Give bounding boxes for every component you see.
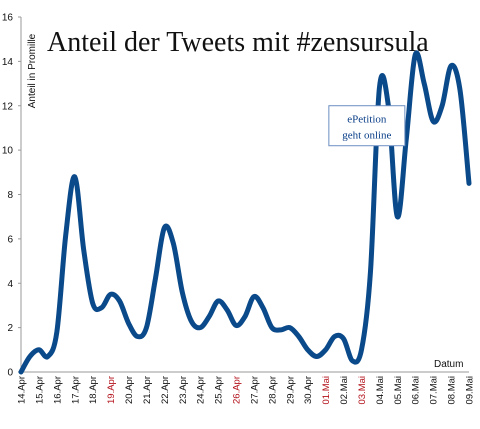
x-tick-label: 18.Apr: [88, 376, 99, 404]
y-tick-label: 12: [2, 101, 14, 112]
y-tick-label: 6: [7, 234, 13, 245]
annotation-line-1: ePetition: [347, 114, 387, 126]
x-tick-label: 24.Apr: [196, 376, 207, 404]
x-tick-label: 08.Mai: [447, 376, 458, 405]
x-tick-label: 27.Apr: [249, 376, 260, 404]
x-tick-label: 07.Mai: [429, 376, 440, 405]
x-tick-label: 19.Apr: [106, 376, 117, 404]
x-tick-label: 09.Mai: [465, 376, 476, 405]
y-tick-label: 0: [7, 368, 13, 379]
y-tick-label: 8: [7, 190, 13, 201]
y-tick-label: 16: [2, 13, 14, 24]
y-tick-label: 14: [2, 57, 14, 68]
x-tick-label: 28.Apr: [267, 376, 278, 404]
x-tick-label: 01.Mai: [321, 376, 332, 405]
annotation-line-2: geht online: [342, 130, 391, 142]
x-tick-label: 20.Apr: [124, 376, 135, 404]
x-tick-label: 15.Apr: [34, 376, 45, 404]
x-tick-label: 14.Apr: [17, 376, 28, 404]
series-line: [18, 50, 472, 375]
x-tick-label: 23.Apr: [178, 376, 189, 404]
y-tick-label: 2: [7, 323, 13, 334]
x-tick-label: 06.Mai: [411, 376, 422, 405]
x-tick-label: 29.Apr: [285, 376, 296, 404]
annotation-frame: [328, 105, 406, 147]
x-tick-label: 30.Apr: [303, 376, 314, 404]
x-tick-label: 04.Mai: [375, 376, 386, 405]
y-axis-ticks: 0 2 4 6 8 10 12 14 16: [2, 13, 21, 379]
x-tick-label: 26.Apr: [232, 376, 243, 404]
x-tick-label: 05.Mai: [393, 376, 404, 405]
y-tick-label: 4: [7, 279, 13, 290]
x-axis-label: Datum: [434, 359, 463, 370]
x-tick-label: 21.Apr: [142, 376, 153, 404]
x-tick-label: 25.Apr: [214, 376, 225, 404]
y-tick-label: 10: [2, 146, 14, 157]
x-axis-ticks: 14.Apr 15.Apr 16.Apr 17.Apr 18.Apr 19.Apr 20.A…: [17, 376, 476, 405]
x-tick-label: 22.Apr: [160, 376, 171, 404]
annotation-box: ePetition geht online: [328, 105, 406, 147]
chart-title: Anteil der Tweets mit #zensursula: [47, 27, 429, 58]
y-axis-label: Anteil in Promille: [27, 33, 38, 108]
x-tick-label: 02.Mai: [339, 376, 350, 405]
x-tick-label: 16.Apr: [52, 376, 63, 404]
x-tick-label: 17.Apr: [70, 376, 81, 404]
x-tick-label: 03.Mai: [357, 376, 368, 405]
